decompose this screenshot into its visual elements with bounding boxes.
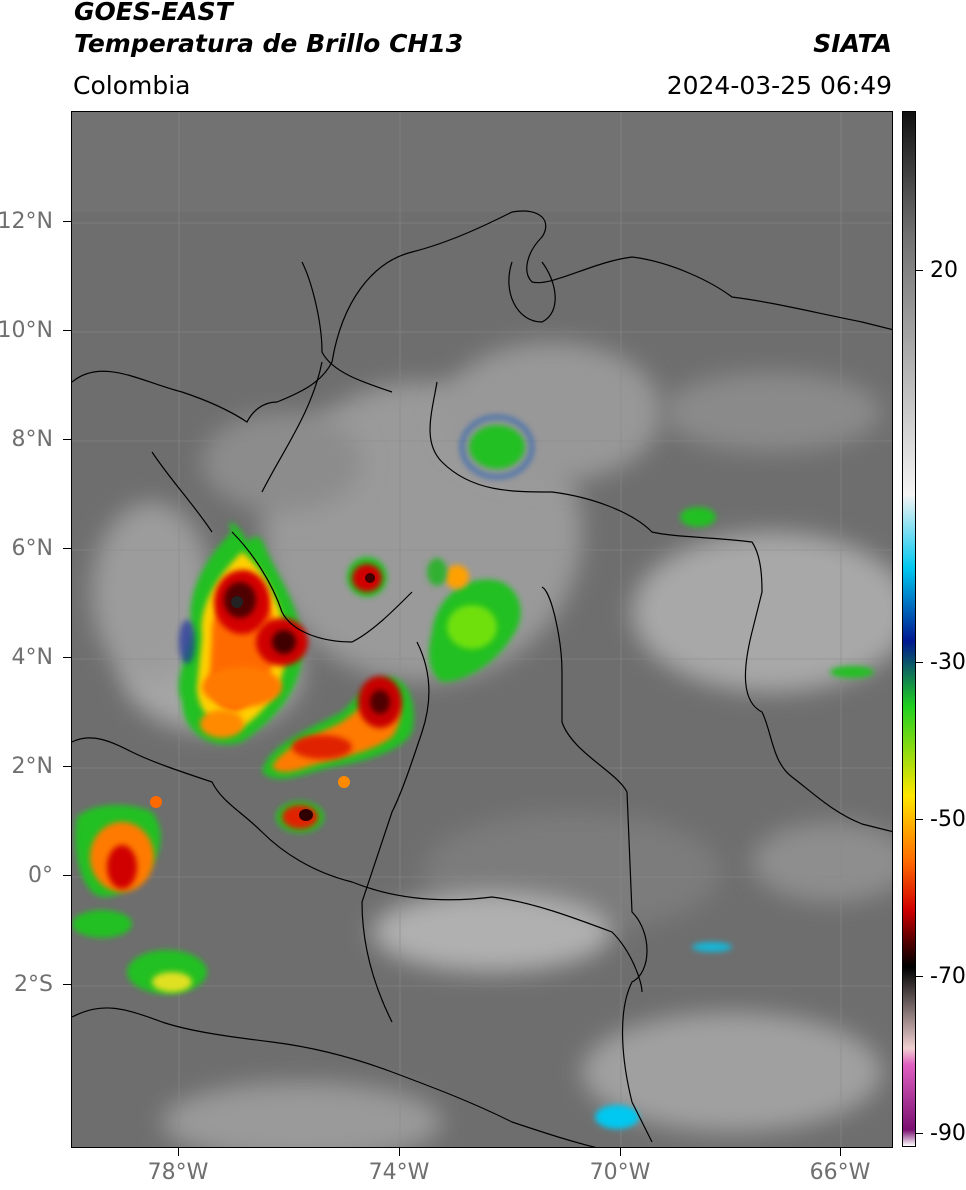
colorbar-label-minus70: -70	[930, 964, 966, 989]
lat-tick	[63, 657, 71, 659]
lat-label-8n: 8°N	[11, 427, 53, 452]
lat-tick	[63, 439, 71, 441]
lon-tick	[399, 1148, 401, 1156]
satellite-title: GOES-EAST	[74, 0, 233, 26]
lat-label-4n: 4°N	[11, 645, 53, 670]
lon-label-66w: 66°W	[809, 1160, 871, 1185]
storm-cells	[72, 415, 874, 1129]
lat-label-2n: 2°N	[11, 754, 53, 779]
lon-label-78w: 78°W	[147, 1160, 209, 1185]
lon-tick	[178, 1148, 180, 1156]
colorbar-tick	[916, 976, 923, 978]
storm-cell-western-andes	[178, 522, 308, 745]
storm-cell-specks	[595, 507, 874, 1129]
lat-label-2s: 2°S	[14, 972, 53, 997]
brand-label: SIATA	[813, 29, 892, 58]
lat-tick	[63, 984, 71, 986]
lat-tick	[63, 766, 71, 768]
colorbar-label-minus90: -90	[930, 1121, 966, 1146]
storm-cell-magdalena	[347, 557, 387, 597]
colorbar-tick	[916, 1133, 923, 1135]
lon-label-70w: 70°W	[589, 1160, 651, 1185]
lat-label-0: 0°	[28, 863, 53, 888]
lat-tick	[63, 875, 71, 877]
map-canvas	[72, 112, 892, 1147]
lon-tick	[620, 1148, 622, 1156]
colorbar-label-minus50: -50	[930, 807, 966, 832]
storm-cell-south	[276, 776, 350, 833]
borders	[72, 210, 892, 1147]
colorbar-label-20: 20	[930, 258, 958, 283]
product-title: Temperatura de Brillo CH13	[74, 29, 464, 58]
lat-tick	[63, 221, 71, 223]
lat-tick	[63, 548, 71, 550]
region-label: Colombia	[73, 71, 191, 100]
lon-label-74w: 74°W	[368, 1160, 430, 1185]
satellite-map	[71, 111, 893, 1148]
lat-label-6n: 6°N	[11, 536, 53, 561]
storm-cell-eastern-plains	[427, 558, 521, 682]
storm-cell-catatumbo	[460, 415, 534, 479]
colorbar-tick	[916, 270, 923, 272]
colorbar-label-minus30: -30	[930, 650, 966, 675]
lat-tick	[63, 330, 71, 332]
datetime-label: 2024-03-25 06:49	[666, 71, 892, 100]
colorbar-tick	[916, 819, 923, 821]
lon-tick	[840, 1148, 842, 1156]
storm-cell-central	[262, 676, 414, 779]
lat-label-12n: 12°N	[0, 209, 53, 234]
lat-label-10n: 10°N	[0, 318, 53, 343]
temperature-colorbar	[902, 111, 916, 1147]
storm-cell-pacific	[72, 796, 207, 994]
colorbar-tick	[916, 662, 923, 664]
